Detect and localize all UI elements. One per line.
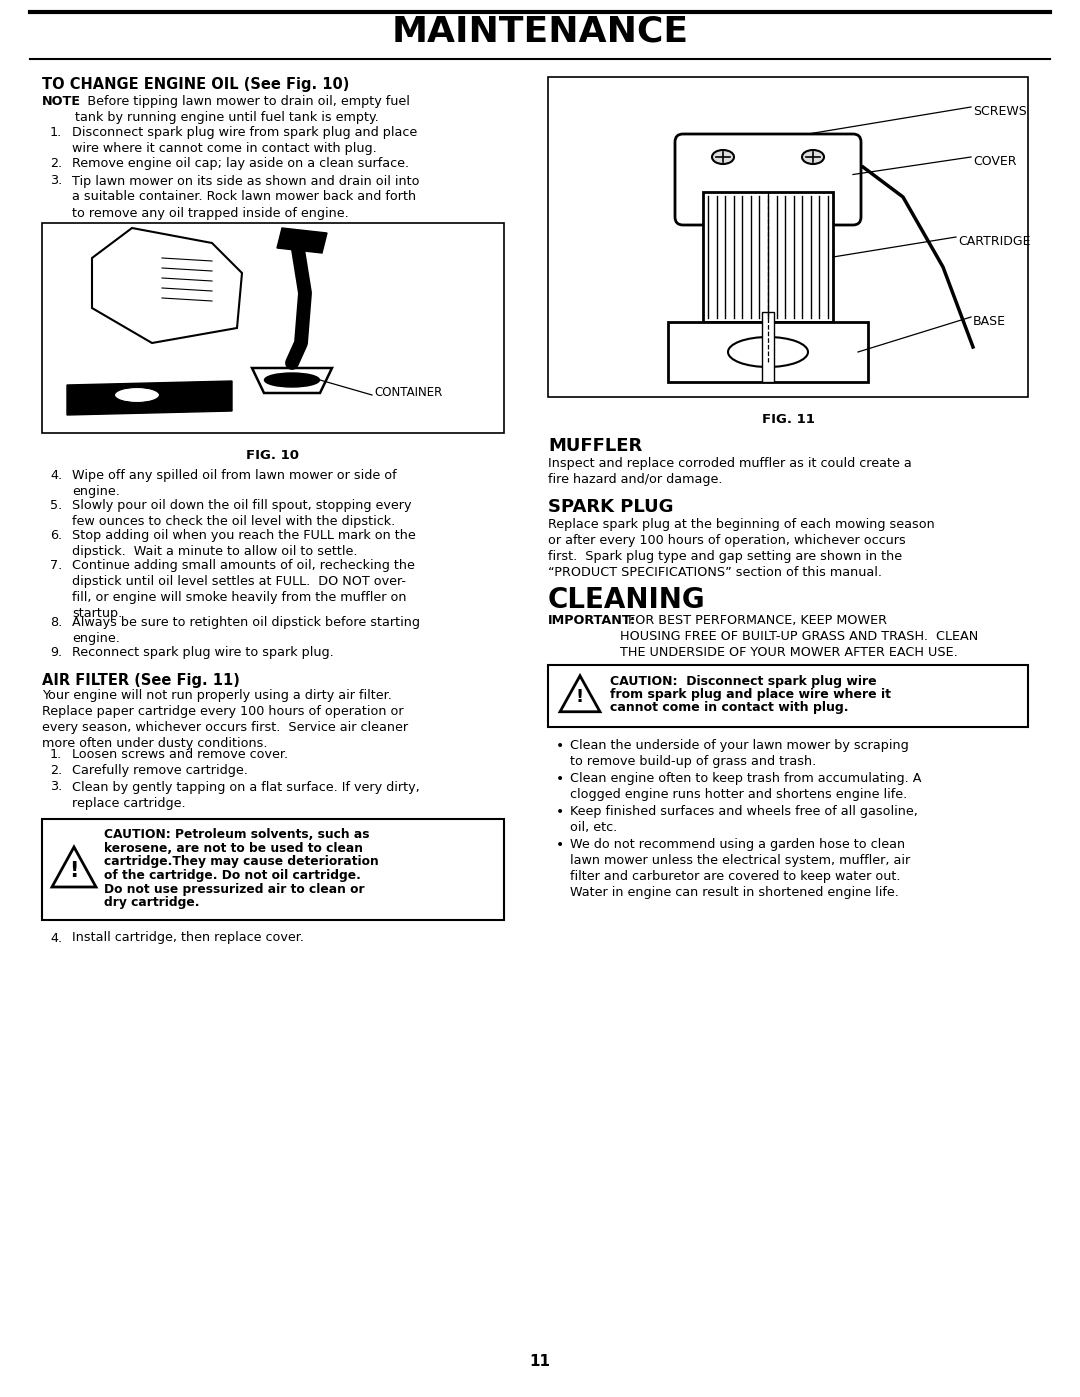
- FancyBboxPatch shape: [675, 134, 861, 225]
- Text: cartridge.They may cause deterioration: cartridge.They may cause deterioration: [104, 855, 379, 869]
- Text: Remove engine oil cap; lay aside on a clean surface.: Remove engine oil cap; lay aside on a cl…: [72, 156, 409, 170]
- Text: NOTE: NOTE: [42, 95, 81, 108]
- Text: Loosen screws and remove cover.: Loosen screws and remove cover.: [72, 747, 288, 760]
- Text: AIR FILTER (See Fig. 11): AIR FILTER (See Fig. 11): [42, 672, 240, 687]
- Text: 9.: 9.: [50, 645, 63, 659]
- Text: kerosene, are not to be used to clean: kerosene, are not to be used to clean: [104, 842, 363, 855]
- Text: SCREWS: SCREWS: [973, 105, 1027, 117]
- Text: CAUTION:  Disconnect spark plug wire: CAUTION: Disconnect spark plug wire: [610, 675, 877, 687]
- Text: Continue adding small amounts of oil, rechecking the
dipstick until oil level se: Continue adding small amounts of oil, re…: [72, 559, 415, 620]
- Ellipse shape: [114, 387, 160, 402]
- Text: 1.: 1.: [50, 126, 63, 138]
- Text: Clean the underside of your lawn mower by scraping
to remove build-up of grass a: Clean the underside of your lawn mower b…: [570, 739, 908, 768]
- Text: Inspect and replace corroded muffler as it could create a
fire hazard and/or dam: Inspect and replace corroded muffler as …: [548, 457, 912, 486]
- Text: FIG. 10: FIG. 10: [245, 448, 298, 462]
- Text: TO CHANGE ENGINE OIL (See Fig. 10): TO CHANGE ENGINE OIL (See Fig. 10): [42, 77, 349, 92]
- Text: 1.: 1.: [50, 747, 63, 760]
- FancyBboxPatch shape: [548, 77, 1028, 397]
- Text: •: •: [556, 805, 564, 819]
- Ellipse shape: [728, 337, 808, 367]
- Text: FIG. 11: FIG. 11: [761, 414, 814, 426]
- Text: Your engine will not run properly using a dirty air filter.
Replace paper cartri: Your engine will not run properly using …: [42, 690, 408, 750]
- Text: •: •: [556, 739, 564, 753]
- FancyBboxPatch shape: [703, 191, 833, 321]
- FancyBboxPatch shape: [762, 312, 774, 381]
- Text: Clean engine often to keep trash from accumulating. A
clogged engine runs hotter: Clean engine often to keep trash from ac…: [570, 773, 921, 800]
- Text: CONTAINER: CONTAINER: [374, 387, 442, 400]
- Text: Carefully remove cartridge.: Carefully remove cartridge.: [72, 764, 248, 777]
- Text: of the cartridge. Do not oil cartridge.: of the cartridge. Do not oil cartridge.: [104, 869, 361, 882]
- Text: BASE: BASE: [973, 314, 1005, 328]
- Text: We do not recommend using a garden hose to clean
lawn mower unless the electrica: We do not recommend using a garden hose …: [570, 838, 910, 900]
- Text: 3.: 3.: [50, 781, 63, 793]
- Text: from spark plug and place wire where it: from spark plug and place wire where it: [610, 687, 891, 701]
- Text: IMPORTANT:: IMPORTANT:: [548, 615, 636, 627]
- Text: !: !: [69, 861, 79, 882]
- FancyBboxPatch shape: [669, 321, 868, 381]
- Text: Reconnect spark plug wire to spark plug.: Reconnect spark plug wire to spark plug.: [72, 645, 334, 659]
- Text: 2.: 2.: [50, 764, 63, 777]
- Text: 11: 11: [529, 1354, 551, 1369]
- Text: 3.: 3.: [50, 175, 63, 187]
- Text: dry cartridge.: dry cartridge.: [104, 895, 200, 909]
- Text: SPARK PLUG: SPARK PLUG: [548, 497, 674, 515]
- Text: Tip lawn mower on its side as shown and drain oil into
a suitable container. Roc: Tip lawn mower on its side as shown and …: [72, 175, 419, 219]
- Text: MUFFLER: MUFFLER: [548, 437, 643, 455]
- Text: Do not use pressurized air to clean or: Do not use pressurized air to clean or: [104, 883, 365, 895]
- Ellipse shape: [105, 384, 170, 407]
- Text: 5.: 5.: [50, 499, 63, 511]
- Text: 2.: 2.: [50, 156, 63, 170]
- Text: Disconnect spark plug wire from spark plug and place
wire where it cannot come i: Disconnect spark plug wire from spark pl…: [72, 126, 417, 155]
- Polygon shape: [276, 228, 327, 253]
- Text: •: •: [556, 838, 564, 852]
- Text: Wipe off any spilled oil from lawn mower or side of
engine.: Wipe off any spilled oil from lawn mower…: [72, 469, 396, 497]
- Ellipse shape: [802, 149, 824, 163]
- Text: Clean by gently tapping on a flat surface. If very dirty,
replace cartridge.: Clean by gently tapping on a flat surfac…: [72, 781, 420, 809]
- Text: COVER: COVER: [973, 155, 1016, 168]
- Text: Slowly pour oil down the oil fill spout, stopping every
few ounces to check the : Slowly pour oil down the oil fill spout,…: [72, 499, 411, 528]
- Ellipse shape: [265, 373, 320, 387]
- Text: 8.: 8.: [50, 616, 63, 629]
- Text: 6.: 6.: [50, 529, 63, 542]
- Text: Install cartridge, then replace cover.: Install cartridge, then replace cover.: [72, 932, 303, 944]
- FancyBboxPatch shape: [548, 665, 1028, 726]
- FancyBboxPatch shape: [42, 819, 504, 919]
- Text: :  Before tipping lawn mower to drain oil, empty fuel
tank by running engine unt: : Before tipping lawn mower to drain oil…: [75, 95, 410, 124]
- FancyBboxPatch shape: [42, 224, 504, 433]
- Text: MAINTENANCE: MAINTENANCE: [391, 15, 689, 49]
- Text: CAUTION: Petroleum solvents, such as: CAUTION: Petroleum solvents, such as: [104, 828, 369, 841]
- Ellipse shape: [712, 149, 734, 163]
- Text: Always be sure to retighten oil dipstick before starting
engine.: Always be sure to retighten oil dipstick…: [72, 616, 420, 645]
- Text: 4.: 4.: [50, 932, 63, 944]
- Text: CARTRIDGE: CARTRIDGE: [958, 235, 1030, 249]
- Text: 7.: 7.: [50, 559, 63, 571]
- Text: !: !: [576, 687, 584, 705]
- Text: Stop adding oil when you reach the FULL mark on the
dipstick.  Wait a minute to : Stop adding oil when you reach the FULL …: [72, 529, 416, 557]
- Text: Keep finished surfaces and wheels free of all gasoline,
oil, etc.: Keep finished surfaces and wheels free o…: [570, 805, 918, 834]
- Text: Replace spark plug at the beginning of each mowing season
or after every 100 hou: Replace spark plug at the beginning of e…: [548, 518, 935, 578]
- Text: FOR BEST PERFORMANCE, KEEP MOWER
HOUSING FREE OF BUILT-UP GRASS AND TRASH.  CLEA: FOR BEST PERFORMANCE, KEEP MOWER HOUSING…: [620, 615, 978, 659]
- Text: 4.: 4.: [50, 469, 63, 482]
- Text: cannot come in contact with plug.: cannot come in contact with plug.: [610, 701, 849, 714]
- Text: •: •: [556, 773, 564, 787]
- Text: CLEANING: CLEANING: [548, 585, 705, 615]
- Polygon shape: [67, 381, 232, 415]
